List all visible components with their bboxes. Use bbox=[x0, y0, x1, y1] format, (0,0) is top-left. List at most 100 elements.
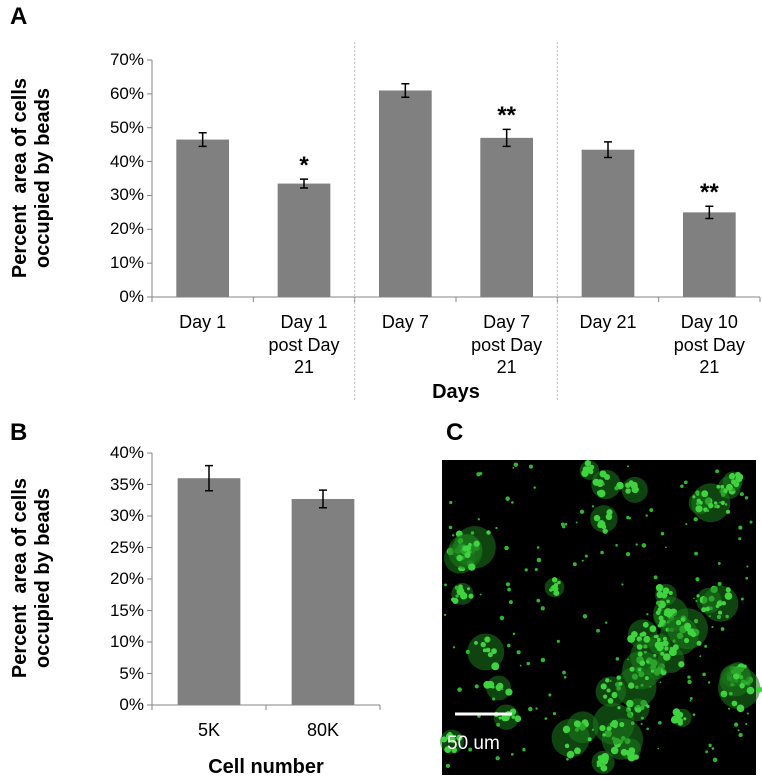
cell bbox=[622, 650, 661, 690]
bead bbox=[616, 675, 621, 680]
bead bbox=[553, 586, 559, 592]
error-bar bbox=[205, 464, 213, 492]
bead bbox=[641, 543, 647, 548]
bead bbox=[466, 587, 470, 591]
bead bbox=[619, 721, 625, 728]
bead bbox=[445, 763, 451, 768]
bead bbox=[621, 583, 624, 586]
bead bbox=[536, 598, 541, 603]
bead bbox=[637, 651, 643, 657]
bead bbox=[444, 583, 448, 587]
bead bbox=[707, 681, 711, 684]
bead bbox=[669, 646, 674, 651]
bead bbox=[627, 753, 636, 762]
bead bbox=[627, 465, 630, 468]
bead bbox=[658, 720, 662, 725]
x-tick-label: Day 10 post Day 21 bbox=[673, 312, 750, 377]
bead bbox=[658, 615, 664, 621]
bead bbox=[680, 484, 684, 488]
bead bbox=[600, 470, 604, 475]
bar bbox=[176, 139, 230, 297]
bead bbox=[550, 586, 553, 590]
bead bbox=[548, 693, 552, 697]
bead bbox=[495, 526, 498, 530]
bead bbox=[727, 707, 731, 710]
bead bbox=[646, 727, 650, 731]
bead bbox=[602, 694, 608, 699]
y-tick-label: 50% bbox=[109, 117, 144, 137]
bead bbox=[683, 480, 688, 485]
bead bbox=[704, 644, 708, 648]
bead bbox=[755, 686, 762, 693]
bead bbox=[708, 743, 712, 748]
bead bbox=[693, 618, 699, 624]
bead bbox=[487, 652, 493, 658]
scale-bar-label: 50 um bbox=[447, 733, 500, 754]
bead bbox=[628, 747, 634, 752]
bead bbox=[483, 680, 492, 689]
bead bbox=[719, 501, 722, 504]
bead bbox=[739, 492, 744, 497]
bead bbox=[528, 464, 533, 469]
bead bbox=[746, 686, 755, 695]
bead bbox=[562, 670, 566, 675]
bead bbox=[680, 617, 686, 622]
bead bbox=[482, 648, 487, 653]
bead bbox=[705, 606, 710, 612]
bead bbox=[566, 751, 575, 759]
bead bbox=[601, 482, 605, 486]
bead bbox=[612, 723, 618, 729]
bead bbox=[745, 576, 749, 580]
bead bbox=[514, 715, 522, 722]
significance-marker: ** bbox=[497, 102, 516, 130]
bead bbox=[709, 615, 711, 617]
bead bbox=[596, 479, 604, 487]
bead bbox=[665, 546, 667, 549]
bead bbox=[456, 554, 463, 562]
bead bbox=[602, 733, 606, 737]
bead bbox=[454, 585, 459, 590]
bead bbox=[526, 661, 531, 666]
bead bbox=[536, 546, 540, 549]
bead bbox=[587, 737, 592, 742]
bead bbox=[695, 577, 700, 582]
bead bbox=[582, 614, 588, 619]
bead bbox=[649, 685, 652, 688]
bead bbox=[505, 688, 513, 696]
bead bbox=[600, 764, 608, 772]
bead bbox=[449, 500, 453, 505]
bead bbox=[501, 688, 504, 691]
bar bbox=[177, 478, 241, 705]
bead bbox=[553, 582, 559, 588]
bead bbox=[618, 681, 623, 686]
bead bbox=[738, 525, 743, 530]
bead bbox=[524, 568, 528, 572]
bead bbox=[711, 626, 714, 629]
cell bbox=[657, 646, 685, 673]
significance-marker: ** bbox=[699, 179, 719, 207]
bead bbox=[714, 505, 718, 509]
bead bbox=[724, 503, 728, 506]
bead bbox=[535, 707, 538, 710]
y-tick-label: 40% bbox=[109, 443, 144, 462]
bead bbox=[581, 559, 584, 562]
bead bbox=[690, 631, 697, 638]
x-tick-label: Day 1 post Day 21 bbox=[268, 312, 345, 377]
bead bbox=[655, 583, 664, 592]
bead bbox=[663, 611, 669, 617]
bead bbox=[725, 509, 731, 514]
bead bbox=[593, 514, 601, 522]
bead bbox=[683, 717, 687, 721]
bead bbox=[468, 747, 473, 752]
cell bbox=[551, 718, 590, 758]
bead bbox=[544, 717, 548, 720]
bead bbox=[711, 747, 715, 750]
bead bbox=[706, 509, 710, 513]
bead bbox=[597, 755, 604, 761]
bead bbox=[596, 628, 600, 633]
bead bbox=[716, 484, 721, 489]
bead bbox=[734, 722, 739, 727]
bead bbox=[660, 531, 665, 536]
bead bbox=[484, 636, 491, 643]
bead bbox=[596, 760, 602, 765]
